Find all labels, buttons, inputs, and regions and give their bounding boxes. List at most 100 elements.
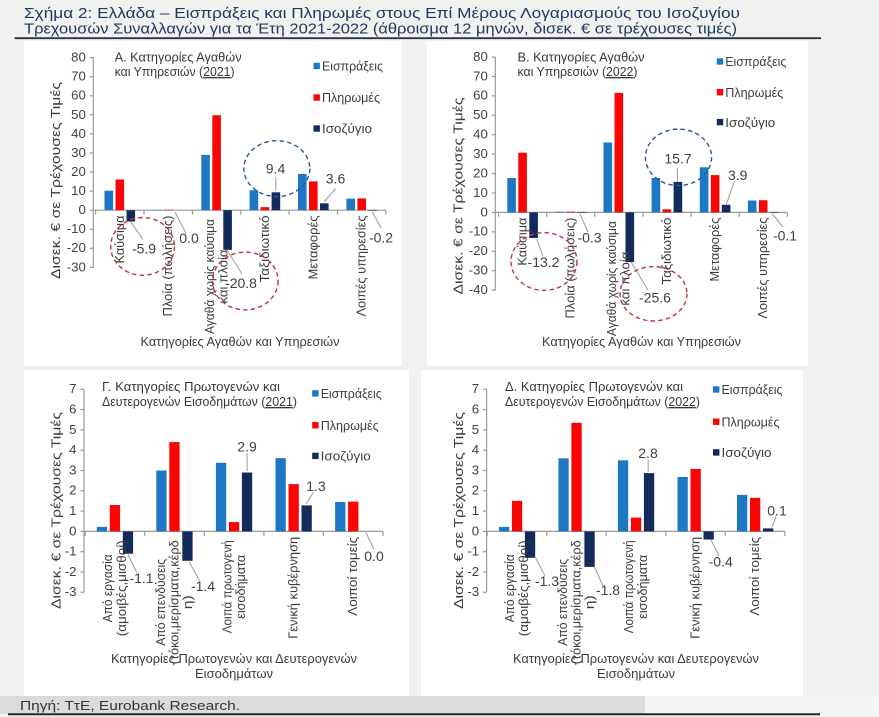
svg-text:-3: -3 (65, 584, 77, 599)
svg-text:-1: -1 (65, 544, 77, 559)
svg-text:-40: -40 (469, 282, 488, 297)
svg-text:Δευτερογενών Εισοδημάτων (2021: Δευτερογενών Εισοδημάτων (2021) (102, 394, 297, 409)
svg-text:-1.8: -1.8 (596, 582, 620, 598)
svg-text:40: 40 (71, 126, 86, 141)
svg-text:Κατηγορίες Πρωτογενών και Δευτ: Κατηγορίες Πρωτογενών και Δευτερογενών (111, 651, 357, 666)
svg-text:10: 10 (71, 183, 86, 198)
svg-text:-10: -10 (469, 224, 488, 239)
svg-text:Δισεκ. € σε Τρέχουσες Τιμές: Δισεκ. € σε Τρέχουσες Τιμές (451, 98, 466, 295)
svg-text:80: 80 (473, 49, 488, 64)
svg-text:Εισοδημάτων: Εισοδημάτων (597, 666, 675, 681)
svg-text:70: 70 (473, 68, 488, 83)
svg-text:0: 0 (480, 204, 487, 219)
svg-text:20: 20 (473, 165, 488, 180)
svg-text:60: 60 (71, 88, 86, 103)
svg-text:80: 80 (71, 50, 86, 65)
svg-text:Εισπράξεις: Εισπράξεις (722, 382, 783, 397)
svg-text:3.9: 3.9 (728, 167, 748, 183)
svg-text:(αμοιβές,μισθοί): (αμοιβές,μισθοί) (114, 540, 129, 636)
svg-text:και Υπηρεσιών (2022): και Υπηρεσιών (2022) (518, 64, 638, 79)
svg-text:Λοιποί τομείς: Λοιποί τομείς (747, 537, 762, 616)
svg-text:Μεταφορές: Μεταφορές (305, 216, 320, 280)
svg-text:7: 7 (472, 381, 479, 396)
svg-text:(τόκοι,μερίσματα,κέρδ: (τόκοι,μερίσματα,κέρδ (167, 540, 182, 664)
svg-text:Ισοζύγιο: Ισοζύγιο (321, 449, 371, 464)
svg-text:-3: -3 (467, 584, 479, 599)
svg-text:Λοιπές υπηρεσίες: Λοιπές υπηρεσίες (755, 218, 770, 319)
svg-text:Δισεκ. € σε Τρέχουσες Τιμές: Δισεκ. € σε Τρέχουσες Τιμές (48, 82, 63, 279)
svg-text:0.0: 0.0 (179, 230, 199, 246)
svg-text:1.3: 1.3 (306, 478, 326, 494)
svg-text:εισοδήματα: εισοδήματα (233, 554, 248, 618)
svg-text:0.1: 0.1 (767, 502, 787, 518)
svg-text:Εισοδημάτων: Εισοδημάτων (195, 666, 273, 681)
svg-text:(τόκοι,μερίσματα,κέρδ: (τόκοι,μερίσματα,κέρδ (569, 540, 584, 664)
svg-text:Σχήμα 2: Ελλάδα – Εισπράξεις κ: Σχήμα 2: Ελλάδα – Εισπράξεις και Πληρωμέ… (24, 5, 740, 22)
svg-text:Α. Κατηγορίες Αγαθών: Α. Κατηγορίες Αγαθών (115, 50, 242, 65)
svg-text:Δευτερογενών Εισοδημάτων (2022: Δευτερογενών Εισοδημάτων (2022) (505, 394, 700, 409)
svg-text:3: 3 (472, 462, 479, 477)
svg-text:0: 0 (472, 523, 479, 538)
svg-text:1: 1 (69, 503, 76, 518)
svg-text:και Υπηρεσιών (2021): και Υπηρεσιών (2021) (115, 64, 235, 79)
svg-text:Κατηγορίες Αγαθών και Υπηρεσιώ: Κατηγορίες Αγαθών και Υπηρεσιών (141, 334, 340, 349)
svg-text:Ισοζύγιο: Ισοζύγιο (725, 115, 775, 130)
svg-text:Εισπράξεις: Εισπράξεις (725, 54, 786, 69)
svg-text:5: 5 (69, 422, 76, 437)
svg-text:-0.2: -0.2 (369, 229, 393, 245)
svg-text:20: 20 (71, 164, 86, 179)
svg-text:Καύσιμα: Καύσιμα (112, 215, 127, 263)
svg-text:6: 6 (69, 402, 76, 417)
svg-text:Από εργασία: Από εργασία (502, 554, 517, 622)
svg-text:-30: -30 (469, 263, 488, 278)
svg-text:Λοιπά πρωτογενή: Λοιπά πρωτογενή (219, 540, 234, 633)
svg-text:Δ. Κατηγορίες Πρωτογενών και: Δ. Κατηγορίες Πρωτογενών και (505, 379, 683, 394)
svg-text:Πληρωμές: Πληρωμές (322, 90, 380, 105)
svg-text:6: 6 (472, 402, 479, 417)
svg-text:-1.1: -1.1 (129, 570, 153, 586)
svg-text:Γ. Κατηγορίες Πρωτογενών και: Γ. Κατηγορίες Πρωτογενών και (102, 379, 280, 394)
svg-text:50: 50 (473, 107, 488, 122)
svg-text:Β. Κατηγορίες Αγαθών: Β. Κατηγορίες Αγαθών (518, 50, 645, 65)
svg-text:Γενική κυβέρνηση: Γενική κυβέρνηση (688, 537, 703, 639)
svg-text:30: 30 (71, 145, 86, 160)
svg-text:-30: -30 (67, 259, 86, 274)
svg-text:Εισπράξεις: Εισπράξεις (321, 386, 382, 401)
svg-text:-25.6: -25.6 (639, 289, 671, 305)
svg-text:η): η) (582, 595, 597, 609)
svg-text:Κατηγορίες Αγαθών και Υπηρεσιώ: Κατηγορίες Αγαθών και Υπηρεσιών (542, 334, 741, 349)
svg-text:3.6: 3.6 (326, 170, 346, 186)
svg-text:Πηγή: ΤτΕ, Eurobank Research.: Πηγή: ΤτΕ, Eurobank Research. (20, 698, 240, 713)
svg-text:Από επενδύσεις: Από επενδύσεις (555, 559, 570, 646)
svg-text:Πληρωμές: Πληρωμές (722, 414, 780, 429)
svg-text:Μεταφορές: Μεταφορές (707, 218, 722, 282)
svg-text:15.7: 15.7 (664, 150, 691, 166)
svg-text:0: 0 (78, 202, 85, 217)
svg-text:-20.8: -20.8 (225, 275, 257, 291)
svg-text:Πληρωμές: Πληρωμές (725, 85, 783, 100)
svg-text:Από εργασία: Από εργασία (100, 554, 115, 622)
svg-text:0.0: 0.0 (364, 548, 384, 564)
svg-text:Καύσιμα: Καύσιμα (515, 217, 530, 265)
svg-text:2.9: 2.9 (237, 438, 257, 454)
svg-text:5: 5 (472, 422, 479, 437)
svg-text:Δισεκ. € σε Τρέχουσες Τιμές: Δισεκ. € σε Τρέχουσες Τιμές (451, 412, 466, 609)
svg-text:3: 3 (69, 462, 76, 477)
svg-text:Κατηγορίες Πρωτογενών και Δευτ: Κατηγορίες Πρωτογενών και Δευτερογενών (513, 651, 759, 666)
svg-text:2: 2 (472, 483, 479, 498)
svg-text:30: 30 (473, 146, 488, 161)
svg-text:Δισεκ. € σε Τρέχουσες Τιμές: Δισεκ. € σε Τρέχουσες Τιμές (49, 412, 64, 609)
svg-text:-1.4: -1.4 (191, 578, 215, 594)
svg-text:-0.1: -0.1 (773, 228, 797, 244)
svg-text:Εισπράξεις: Εισπράξεις (322, 59, 383, 74)
svg-text:70: 70 (71, 69, 86, 84)
svg-text:2: 2 (69, 483, 76, 498)
svg-text:4: 4 (69, 442, 76, 457)
svg-text:Ισοζύγιο: Ισοζύγιο (722, 445, 772, 460)
svg-text:Λοιπά πρωτογενή: Λοιπά πρωτογενή (621, 540, 636, 633)
svg-text:Πληρωμές: Πληρωμές (321, 418, 379, 433)
svg-text:-1: -1 (467, 544, 479, 559)
svg-text:Λοιπές υπηρεσίες: Λοιπές υπηρεσίες (354, 216, 369, 317)
svg-text:-1.3: -1.3 (535, 573, 559, 589)
svg-text:Αγαθά χωρίς καύσιμα: Αγαθά χωρίς καύσιμα (202, 219, 217, 334)
